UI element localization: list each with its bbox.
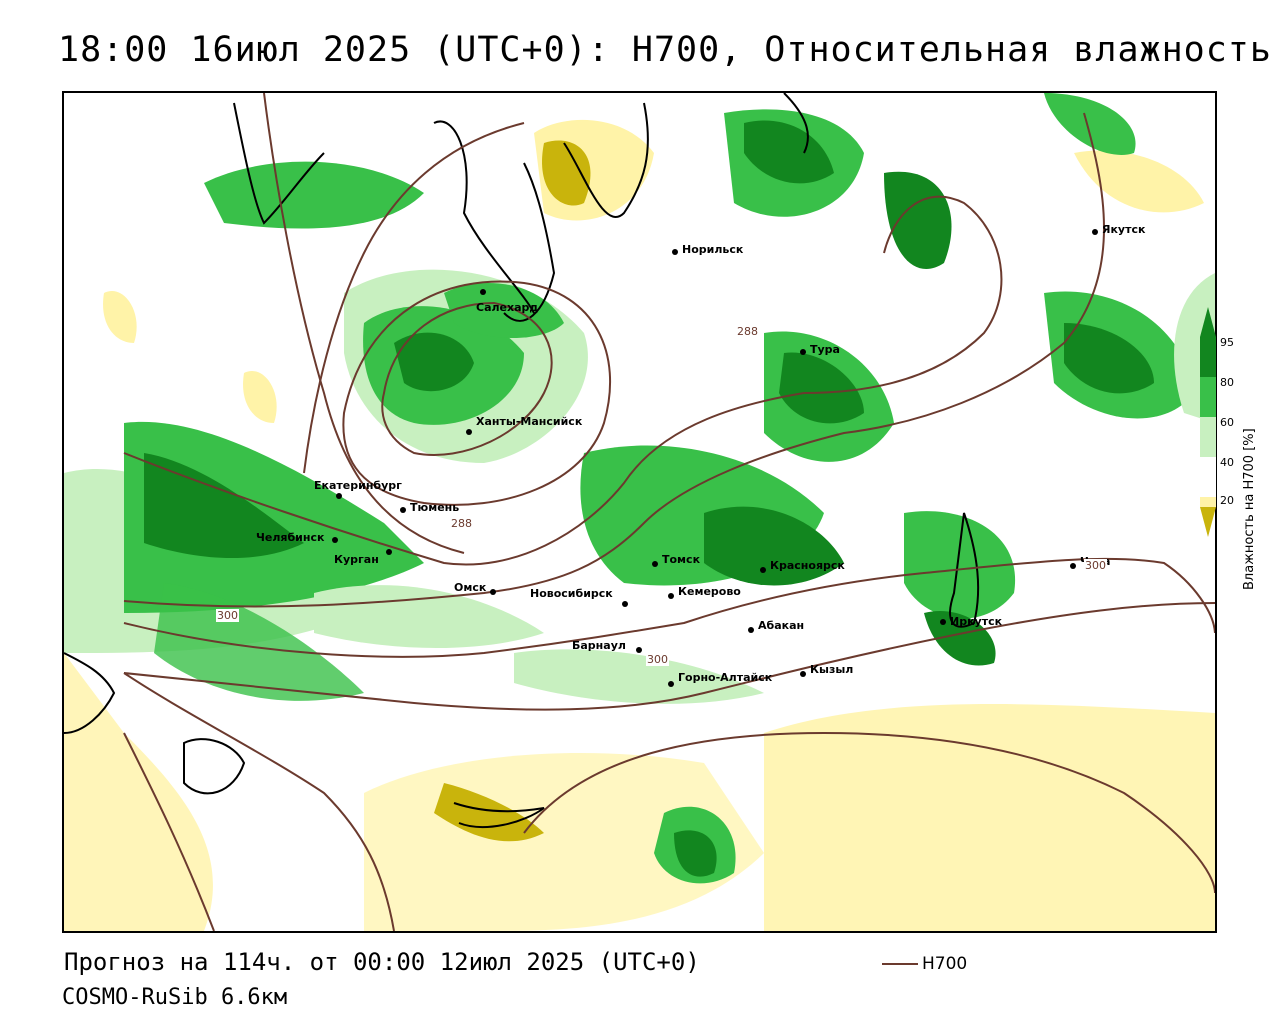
- city-label: Норильск: [682, 243, 744, 256]
- isohypse-label: 300: [1084, 559, 1107, 572]
- colorbar-tick: 40: [1220, 456, 1234, 469]
- city-novosibirsk: Новосибирск: [530, 587, 628, 607]
- city-marker: [668, 593, 674, 599]
- contour-legend: H700: [882, 954, 967, 974]
- contour-legend-label: H700: [922, 954, 968, 974]
- city-marker: [940, 619, 946, 625]
- city-khanty-mansiysk: Ханты-Мансийск: [466, 415, 583, 435]
- city-marker: [1092, 229, 1098, 235]
- colorbar-segment: [1200, 377, 1216, 417]
- city-marker: [332, 537, 338, 543]
- city-label: Томск: [662, 553, 701, 566]
- city-marker: [800, 671, 806, 677]
- humidity-colorbar: [1200, 307, 1216, 537]
- colorbar-segment: [1200, 497, 1216, 507]
- colorbar-tick: 95: [1220, 336, 1234, 349]
- colorbar-segment: [1200, 457, 1216, 497]
- city-abakan: Абакан: [748, 619, 805, 633]
- h700-contours: [123, 93, 1215, 931]
- city-marker: [652, 561, 658, 567]
- model-name: COSMO-RuSib 6.6км: [62, 985, 288, 1010]
- colorbar-top-arrow: [1200, 307, 1216, 337]
- city-kemerovo: Кемерово: [668, 585, 741, 599]
- colorbar-tick: 60: [1220, 416, 1234, 429]
- colorbar-segment: [1200, 337, 1216, 377]
- city-label: Омск: [454, 581, 487, 594]
- city-marker: [1070, 563, 1076, 569]
- city-marker: [480, 289, 486, 295]
- isohypse-label: 300: [646, 653, 669, 666]
- humidity-field-map: [64, 93, 1215, 931]
- city-label: Курган: [334, 553, 379, 566]
- city-chelyabinsk: Челябинск: [256, 531, 338, 544]
- city-marker: [622, 601, 628, 607]
- city-label: Новосибирск: [530, 587, 613, 600]
- moist-areas: [124, 93, 1215, 884]
- city-kurgan: Курган: [334, 549, 392, 566]
- isohypse-label: 288: [736, 325, 759, 338]
- city-marker: [386, 549, 392, 555]
- city-marker: [336, 493, 342, 499]
- city-marker: [760, 567, 766, 573]
- city-label: Иркутск: [950, 615, 1003, 628]
- city-irkutsk: Иркутск: [940, 615, 1003, 628]
- city-tura: Тура: [800, 343, 840, 356]
- city-marker: [490, 589, 496, 595]
- city-barnaul: Барнаул: [572, 639, 642, 653]
- isohypse-label: 300: [216, 609, 239, 622]
- contour-legend-line: [882, 963, 918, 965]
- map-title: 18:00 16июл 2025 (UTC+0): H700, Относите…: [58, 30, 1272, 70]
- city-salekhard: Салехард: [476, 289, 538, 314]
- city-label: Барнаул: [572, 639, 626, 652]
- city-krasnoyarsk: Красноярск: [760, 559, 845, 573]
- city-yekaterinburg: Екатеринбург: [314, 479, 402, 499]
- city-gorno-altaysk: Горно-Алтайск: [668, 671, 773, 687]
- city-norilsk: Норильск: [672, 243, 744, 256]
- city-tyumen: Тюмень: [400, 501, 460, 514]
- colorbar-label: Влажность на H700 [%]: [1242, 428, 1257, 590]
- map-panel[interactable]: Норильск Якутск Салехард Тура Ханты-Манс…: [62, 91, 1217, 933]
- city-label: Челябинск: [256, 531, 325, 544]
- city-marker: [748, 627, 754, 633]
- city-label: Салехард: [476, 301, 539, 314]
- city-label: Красноярск: [770, 559, 845, 572]
- city-marker: [800, 349, 806, 355]
- city-label: Ханты-Мансийск: [476, 415, 583, 428]
- city-label: Горно-Алтайск: [678, 671, 773, 684]
- city-label: Екатеринбург: [314, 479, 402, 492]
- city-omsk: Омск: [454, 581, 496, 595]
- coastlines: [64, 93, 980, 829]
- city-yakutsk: Якутск: [1092, 223, 1146, 236]
- forecast-info: Прогноз на 114ч. от 00:00 12июл 2025 (UT…: [64, 948, 700, 976]
- isohypse-label: 288: [450, 517, 473, 530]
- colorbar-segment: [1200, 417, 1216, 457]
- city-label: Тура: [810, 343, 840, 356]
- city-label: Абакан: [758, 619, 805, 632]
- city-tomsk: Томск: [652, 553, 701, 567]
- colorbar-tick: 80: [1220, 376, 1234, 389]
- city-label: Кызыл: [810, 663, 854, 676]
- city-label: Якутск: [1102, 223, 1146, 236]
- city-marker: [400, 507, 406, 513]
- city-marker: [668, 681, 674, 687]
- city-label: Тюмень: [410, 501, 460, 514]
- city-marker: [672, 249, 678, 255]
- colorbar-bottom-arrow: [1200, 507, 1216, 537]
- colorbar-tick: 20: [1220, 494, 1234, 507]
- city-marker: [466, 429, 472, 435]
- city-kyzyl: Кызыл: [800, 663, 854, 677]
- city-marker: [636, 647, 642, 653]
- city-label: Кемерово: [678, 585, 741, 598]
